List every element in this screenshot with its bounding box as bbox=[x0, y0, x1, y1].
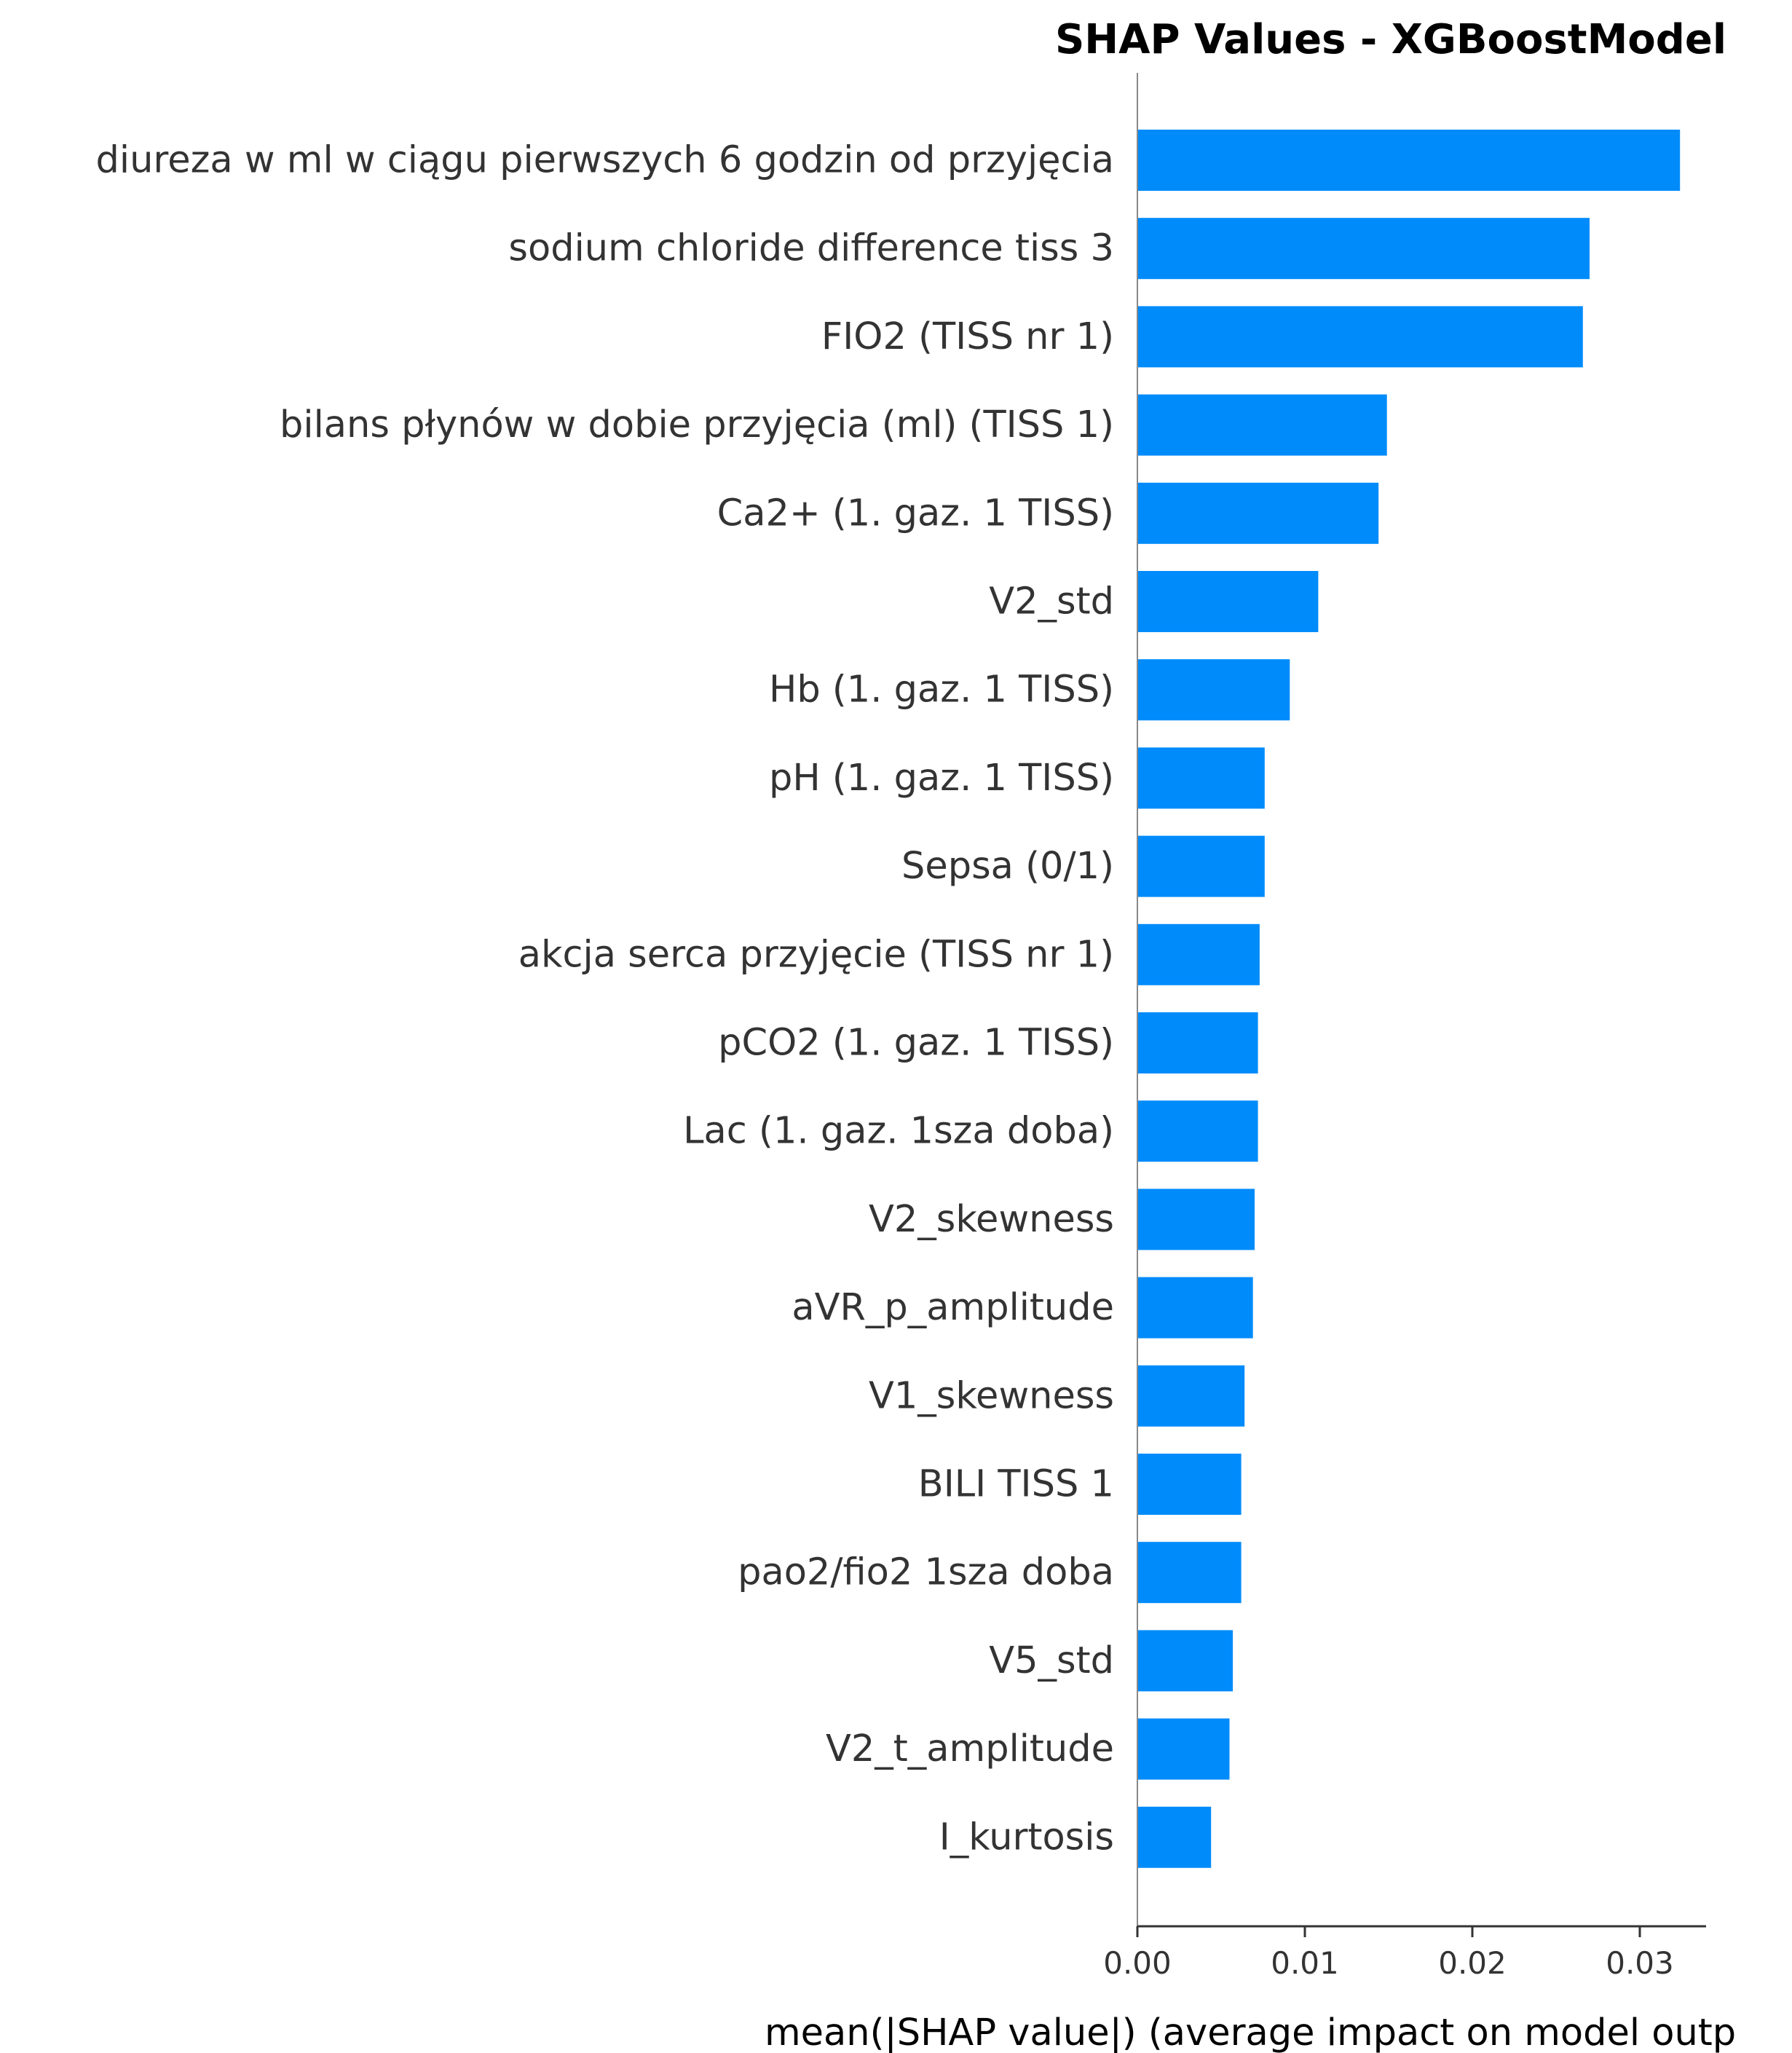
feature-label-v2-t-amplitude: V2_t_amplitude bbox=[826, 1727, 1114, 1770]
x-tick-label: 0.03 bbox=[1606, 1945, 1674, 1981]
feature-label-fio2-tiss-nr-1: FIO2 (TISS nr 1) bbox=[821, 315, 1114, 358]
feature-labels-group: diureza w ml w ciągu pierwszych 6 godzin… bbox=[96, 139, 1114, 1859]
bar-fio2-tiss-nr-1 bbox=[1137, 306, 1583, 368]
x-tick-label: 0.01 bbox=[1271, 1945, 1339, 1981]
feature-label-hb-1-gaz-1-tiss: Hb (1. gaz. 1 TISS) bbox=[769, 669, 1114, 712]
bar-pco2-1-gaz-1-tiss bbox=[1137, 1012, 1258, 1073]
feature-label-bili-tiss-1: BILI TISS 1 bbox=[918, 1463, 1114, 1506]
feature-label-akcja-serca-przyj-cie-tiss-nr-1: akcja serca przyjęcie (TISS nr 1) bbox=[518, 933, 1114, 976]
bar-sodium-chloride-difference-tiss-3 bbox=[1137, 218, 1590, 280]
feature-label-v2-skewness: V2_skewness bbox=[869, 1198, 1114, 1241]
bar-hb-1-gaz-1-tiss bbox=[1137, 659, 1290, 721]
feature-label-sodium-chloride-difference-tiss-3: sodium chloride difference tiss 3 bbox=[508, 227, 1114, 270]
bar-v2-skewness bbox=[1137, 1189, 1255, 1250]
feature-label-avr-p-amplitude: aVR_p_amplitude bbox=[792, 1286, 1114, 1329]
bar-avr-p-amplitude bbox=[1137, 1277, 1253, 1339]
x-ticks-group: 0.00 0.01 0.02 0.03 bbox=[1103, 1926, 1674, 1981]
feature-label-v2-std: V2_std bbox=[989, 580, 1114, 623]
feature-label-sepsa-0-1: Sepsa (0/1) bbox=[901, 845, 1114, 888]
bar-diureza-w-ml-w-ci-gu-pierwszych-6-godzin-od-przyj-cia bbox=[1137, 130, 1681, 191]
feature-label-bilans-p-yn-w-w-dobie-przyj-cia-ml-tiss-1: bilans płynów w dobie przyjęcia (ml) (TI… bbox=[280, 403, 1114, 446]
bar-lac-1-gaz-1sza-doba bbox=[1137, 1100, 1258, 1162]
feature-label-v1-skewness: V1_skewness bbox=[869, 1374, 1114, 1417]
feature-label-ph-1-gaz-1-tiss: pH (1. gaz. 1 TISS) bbox=[769, 757, 1114, 800]
bar-v2-std bbox=[1137, 571, 1319, 632]
bar-bili-tiss-1 bbox=[1137, 1454, 1242, 1515]
feature-label-pao2-fio2-1sza-doba: pao2/fio2 1sza doba bbox=[738, 1551, 1114, 1594]
bars-group bbox=[1137, 130, 1681, 1868]
chart-title: SHAP Values - XGBoostModel bbox=[1055, 16, 1726, 63]
bar-i-kurtosis bbox=[1137, 1806, 1212, 1868]
x-axis-label: mean(|SHAP value|) (average impact on mo… bbox=[765, 2011, 1736, 2053]
bar-v5-std bbox=[1137, 1630, 1234, 1692]
bar-ca2-1-gaz-1-tiss bbox=[1137, 482, 1379, 544]
bar-ph-1-gaz-1-tiss bbox=[1137, 747, 1265, 809]
feature-label-pco2-1-gaz-1-tiss: pCO2 (1. gaz. 1 TISS) bbox=[718, 1022, 1114, 1065]
feature-label-ca2-1-gaz-1-tiss: Ca2+ (1. gaz. 1 TISS) bbox=[717, 492, 1114, 535]
feature-label-i-kurtosis: I_kurtosis bbox=[939, 1816, 1114, 1859]
bar-akcja-serca-przyj-cie-tiss-nr-1 bbox=[1137, 923, 1260, 985]
bar-v2-t-amplitude bbox=[1137, 1718, 1230, 1780]
feature-label-lac-1-gaz-1sza-doba: Lac (1. gaz. 1sza doba) bbox=[683, 1110, 1114, 1153]
x-tick-label: 0.02 bbox=[1438, 1945, 1507, 1981]
feature-label-v5-std: V5_std bbox=[989, 1639, 1114, 1682]
feature-label-diureza-w-ml-w-ci-gu-pierwszych-6-godzin-od-przyj-cia: diureza w ml w ciągu pierwszych 6 godzin… bbox=[96, 139, 1114, 182]
bar-bilans-p-yn-w-w-dobie-przyj-cia-ml-tiss-1 bbox=[1137, 394, 1387, 456]
bar-v1-skewness bbox=[1137, 1365, 1245, 1427]
bar-pao2-fio2-1sza-doba bbox=[1137, 1542, 1242, 1604]
x-tick-label: 0.00 bbox=[1103, 1945, 1172, 1981]
bar-sepsa-0-1 bbox=[1137, 835, 1265, 897]
